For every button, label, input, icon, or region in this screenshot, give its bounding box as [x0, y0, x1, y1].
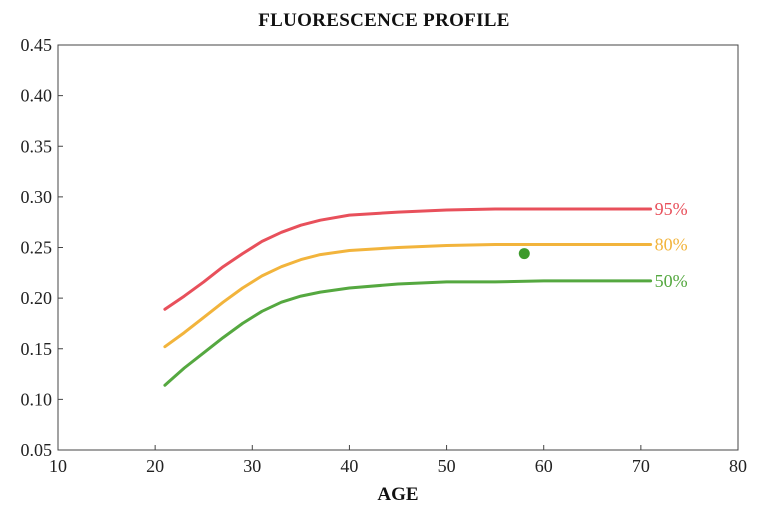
y-tick-label: 0.15: [21, 339, 53, 359]
y-axis: 0.05 0.10 0.15 0.20 0.25 0.30 0.35 0.40 0.45: [21, 35, 63, 460]
x-tick-label: 70: [632, 456, 650, 476]
data-point: [518, 248, 530, 260]
x-axis: 10 20 30 40 50 60 70 80: [49, 445, 747, 476]
series-line: [163, 279, 653, 387]
series-label: 95%: [655, 199, 688, 219]
y-tick-label: 0.10: [21, 389, 53, 409]
y-tick-label: 0.30: [21, 187, 53, 207]
series-label: 50%: [655, 271, 688, 291]
series-layer: 95% 80% 50%: [163, 199, 688, 387]
series-line: [163, 243, 653, 349]
x-tick-label: 60: [535, 456, 553, 476]
points-layer: [518, 248, 530, 260]
chart-title: FLUORESCENCE PROFILE: [258, 10, 510, 31]
x-axis-title: AGE: [377, 484, 419, 505]
series-label: 80%: [655, 234, 688, 254]
x-tick-label: 50: [438, 456, 456, 476]
x-tick-label: 80: [729, 456, 747, 476]
y-tick-label: 0.35: [21, 136, 53, 156]
x-tick-label: 10: [49, 456, 67, 476]
series-line: [163, 207, 653, 311]
y-tick-label: 0.05: [21, 440, 53, 460]
y-tick-label: 0.20: [21, 288, 53, 308]
y-tick-label: 0.40: [21, 86, 53, 106]
x-tick-label: 20: [146, 456, 164, 476]
y-tick-label: 0.45: [21, 35, 53, 55]
y-tick-label: 0.25: [21, 238, 53, 258]
x-tick-label: 40: [340, 456, 358, 476]
x-tick-label: 30: [243, 456, 261, 476]
